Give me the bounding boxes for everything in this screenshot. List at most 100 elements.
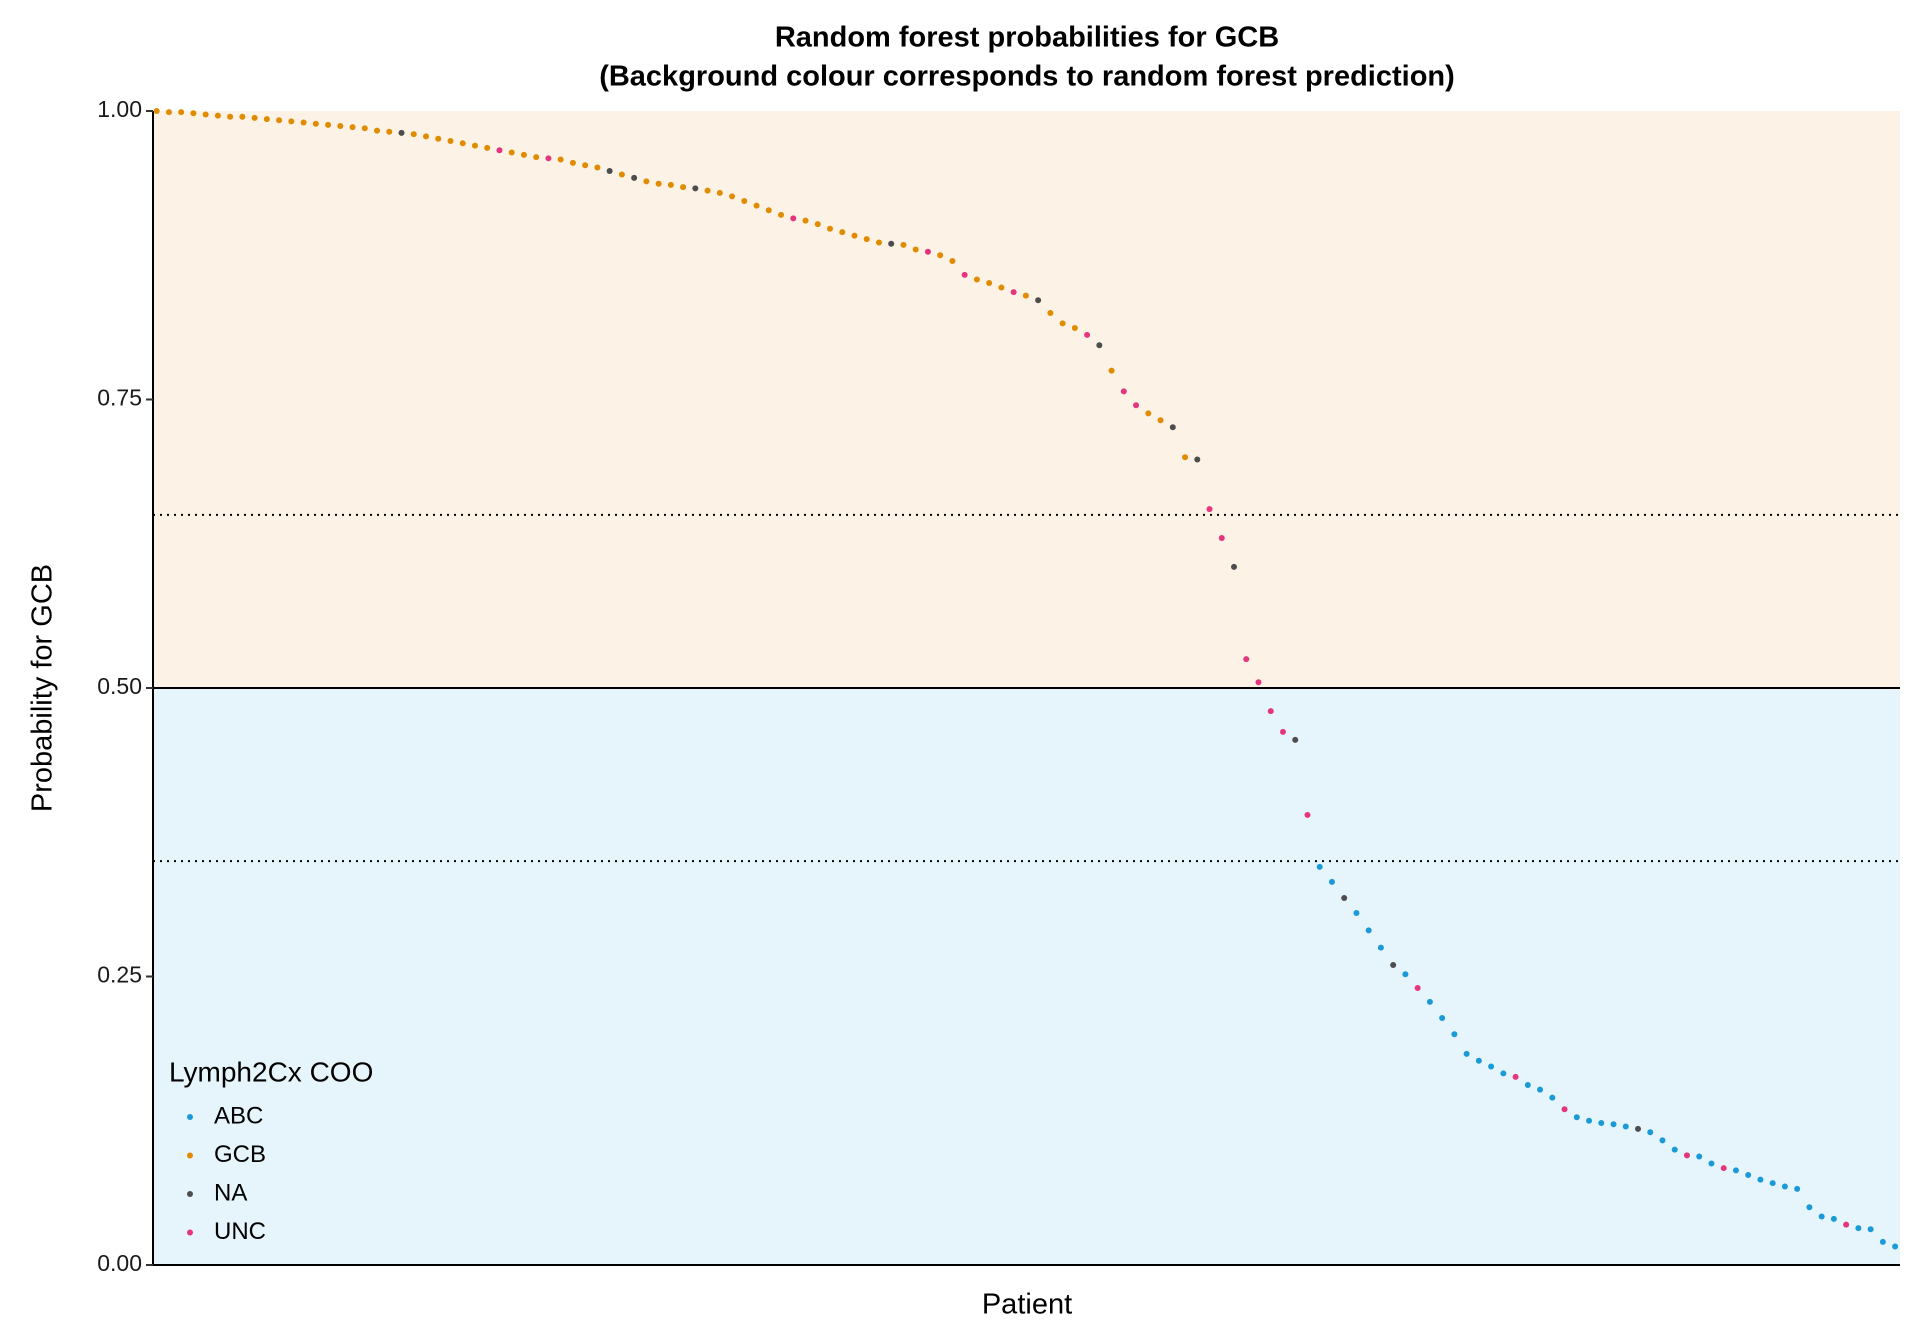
point bbox=[520, 151, 527, 158]
point bbox=[704, 187, 711, 194]
legend-label: ABC bbox=[214, 1102, 263, 1129]
prediction-band-below bbox=[153, 688, 1900, 1265]
point bbox=[753, 202, 760, 209]
point bbox=[1047, 309, 1054, 316]
point bbox=[545, 155, 552, 162]
point bbox=[631, 174, 638, 181]
point bbox=[1818, 1213, 1825, 1220]
point bbox=[1769, 1180, 1776, 1187]
point bbox=[1781, 1183, 1788, 1190]
y-tick-label: 0.50 bbox=[97, 673, 142, 699]
point bbox=[423, 133, 430, 140]
prediction-band-above bbox=[153, 111, 1900, 688]
point bbox=[998, 284, 1005, 291]
point bbox=[276, 117, 283, 124]
point bbox=[1071, 324, 1078, 331]
point bbox=[1512, 1073, 1519, 1080]
point bbox=[312, 120, 319, 127]
point bbox=[1794, 1185, 1801, 1192]
point bbox=[716, 189, 723, 196]
point bbox=[165, 109, 172, 116]
point bbox=[374, 127, 381, 134]
point bbox=[1426, 998, 1433, 1005]
point bbox=[508, 149, 515, 156]
point bbox=[827, 225, 834, 232]
point bbox=[1500, 1070, 1507, 1077]
point bbox=[1279, 728, 1286, 735]
point bbox=[1671, 1146, 1678, 1153]
point bbox=[1475, 1057, 1482, 1064]
point bbox=[1414, 985, 1421, 992]
point bbox=[1022, 292, 1029, 299]
point bbox=[435, 135, 442, 142]
point bbox=[227, 113, 234, 120]
point bbox=[986, 279, 993, 286]
y-tick-label: 1.00 bbox=[97, 96, 142, 122]
point bbox=[594, 164, 601, 171]
point bbox=[1059, 320, 1066, 327]
point bbox=[1169, 424, 1176, 431]
point bbox=[214, 112, 221, 119]
point bbox=[1328, 878, 1335, 885]
point bbox=[680, 184, 687, 191]
point bbox=[1145, 410, 1152, 417]
point bbox=[790, 215, 797, 222]
point bbox=[582, 162, 589, 169]
point bbox=[337, 123, 344, 130]
point bbox=[643, 178, 650, 185]
series-points bbox=[398, 129, 1642, 1132]
point bbox=[386, 128, 393, 135]
point bbox=[1120, 388, 1127, 395]
point bbox=[1892, 1243, 1899, 1250]
point bbox=[410, 131, 417, 138]
point bbox=[178, 109, 185, 116]
point bbox=[1206, 506, 1213, 513]
point bbox=[949, 258, 956, 265]
point bbox=[1745, 1171, 1752, 1178]
point bbox=[1732, 1167, 1739, 1174]
point bbox=[1830, 1215, 1837, 1222]
legend-title: Lymph2Cx COO bbox=[169, 1056, 373, 1087]
point bbox=[1377, 944, 1384, 951]
point bbox=[190, 110, 197, 117]
point bbox=[606, 168, 613, 175]
point bbox=[1806, 1204, 1813, 1211]
point bbox=[875, 239, 882, 246]
point bbox=[1133, 402, 1140, 409]
point bbox=[692, 185, 699, 192]
point bbox=[765, 207, 772, 214]
point bbox=[863, 236, 870, 243]
point bbox=[1157, 417, 1164, 424]
point bbox=[900, 241, 907, 248]
point bbox=[729, 193, 736, 200]
point bbox=[937, 252, 944, 259]
point bbox=[851, 232, 858, 239]
y-tick-label: 0.25 bbox=[97, 962, 142, 988]
y-axis-title: Probability for GCB bbox=[27, 564, 59, 812]
point bbox=[153, 108, 160, 114]
point bbox=[618, 171, 625, 178]
point bbox=[1243, 656, 1250, 663]
point bbox=[1708, 1160, 1715, 1167]
point bbox=[655, 180, 662, 187]
point bbox=[1659, 1137, 1666, 1144]
legend-swatch bbox=[187, 1114, 193, 1120]
chart-title: Random forest probabilities for GCB bbox=[775, 22, 1279, 54]
point bbox=[1010, 289, 1017, 296]
point bbox=[202, 111, 209, 118]
series-points bbox=[496, 147, 1850, 1228]
point bbox=[1231, 563, 1238, 570]
point bbox=[288, 118, 295, 125]
point bbox=[1304, 811, 1311, 818]
chart-subtitle: (Background colour corresponds to random… bbox=[599, 61, 1455, 93]
point bbox=[839, 229, 846, 236]
point bbox=[1365, 927, 1372, 934]
point bbox=[888, 240, 895, 247]
legend-label: GCB bbox=[214, 1141, 266, 1168]
point bbox=[263, 116, 270, 123]
point bbox=[667, 181, 674, 188]
point bbox=[1353, 910, 1360, 917]
point bbox=[1720, 1165, 1727, 1172]
legend-swatch bbox=[187, 1229, 193, 1236]
point bbox=[569, 159, 576, 166]
